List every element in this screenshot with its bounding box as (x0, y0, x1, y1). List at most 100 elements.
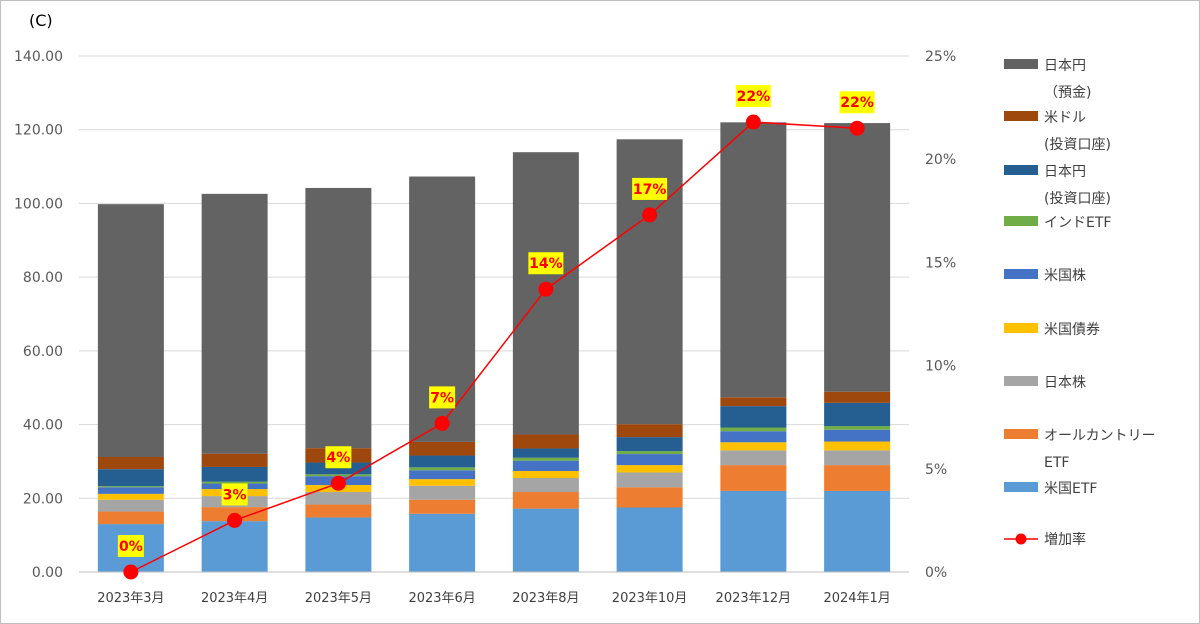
legend-label: オールカントリー (1044, 428, 1156, 444)
bar-segment (720, 406, 787, 428)
y-axis-right: 0% 5% 10% 15% 20% 25% (925, 49, 956, 581)
bar-segment (824, 426, 891, 430)
legend-swatch (1004, 323, 1038, 333)
x-tick-label: 2023年5月 (305, 591, 372, 606)
data-label: 4% (326, 450, 350, 466)
growth-rate-point (434, 415, 450, 431)
legend-label: 米国株 (1044, 268, 1086, 284)
growth-rate-point (642, 207, 658, 223)
y2-tick-label: 20% (925, 152, 956, 168)
data-label-box (429, 386, 456, 409)
bar-segment (824, 402, 891, 427)
x-tick-label: 2023年10月 (612, 591, 688, 606)
y2-tick-label: 10% (925, 359, 956, 375)
data-label-box (839, 91, 875, 114)
bar-segment (720, 427, 787, 432)
bar-segment (97, 487, 164, 494)
bar-segment (409, 485, 476, 500)
data-label: 14% (529, 256, 563, 272)
bar-segment (824, 450, 891, 466)
data-label: 3% (223, 487, 247, 503)
bar-segment (409, 513, 476, 572)
bar-segment (97, 486, 164, 488)
x-tick-label: 2023年6月 (408, 591, 475, 606)
y2-tick-label: 15% (925, 255, 956, 271)
legend-label: 日本円 (1044, 164, 1086, 180)
bar-segment (512, 448, 579, 458)
bar-segment (824, 465, 891, 491)
y-tick-label: 100.00 (14, 196, 63, 212)
bar-segment (824, 490, 891, 572)
legend-label: 日本株 (1044, 375, 1086, 391)
bar-segment (720, 490, 787, 572)
bar-segment (720, 431, 787, 443)
bar-segment (305, 187, 372, 449)
bar-segment (201, 453, 268, 467)
bar-segment (616, 454, 683, 466)
y-tick-label: 60.00 (23, 344, 63, 360)
data-label-box (632, 177, 668, 200)
growth-rate-point (538, 281, 554, 297)
data-label: 22% (840, 95, 874, 111)
legend-swatch (1004, 269, 1038, 279)
bar-segment (201, 481, 268, 484)
x-tick-label: 2023年4月 (201, 591, 268, 606)
y-axis-left: 0.00 20.00 40.00 60.00 80.00 100.00 120.00 140.… (14, 49, 63, 581)
data-label-box (528, 252, 564, 275)
bar-segment (512, 492, 579, 509)
growth-rate-point (227, 512, 243, 528)
data-label: 22% (737, 89, 771, 105)
bar-segment (616, 507, 683, 572)
bar-segment (512, 508, 579, 572)
bar-segment (720, 397, 787, 407)
y-tick-label: 140.00 (14, 49, 63, 65)
growth-rate-point (330, 475, 346, 491)
bar-segment (201, 521, 268, 572)
bar-segment (409, 470, 476, 480)
bar-segment (305, 462, 372, 475)
bar-segment (409, 455, 476, 468)
growth-rate-polyline (130, 121, 858, 573)
bar-segment (720, 465, 787, 491)
legend-label: 米ドル (1044, 110, 1086, 126)
legend-label: 増加率 (1044, 531, 1086, 548)
legend-label: 日本円 (1044, 58, 1086, 74)
bar-segment (512, 471, 579, 479)
bar-segment (201, 193, 268, 454)
legend-marker (1015, 533, 1027, 545)
bar-segment (616, 424, 683, 438)
data-label: 7% (430, 390, 454, 406)
legend-swatch (1004, 216, 1038, 226)
x-tick-label: 2023年8月 (512, 591, 579, 606)
growth-rate-point (849, 120, 865, 136)
x-tick-label: 2023年3月 (97, 591, 164, 606)
data-label-box (221, 483, 248, 506)
growth-rate-point (123, 564, 139, 580)
data-label: 17% (633, 182, 667, 198)
y2-tick-label: 25% (925, 49, 956, 65)
bar-segment (409, 441, 476, 456)
unit-label: (C) (29, 11, 53, 30)
legend-swatch (1004, 165, 1038, 175)
data-label: 0% (119, 539, 143, 555)
x-tick-label: 2024年1月 (823, 591, 890, 606)
bar-segment (512, 460, 579, 472)
bar-segment (409, 467, 476, 471)
bar-segment (824, 429, 891, 442)
bar-series (97, 122, 891, 572)
legend-label: ETF (1044, 455, 1069, 471)
data-label-box (325, 446, 352, 469)
bar-segment (720, 450, 787, 466)
bar-segment (305, 474, 372, 477)
bar-segment (616, 451, 683, 455)
y-tick-label: 120.00 (14, 123, 63, 139)
legend-swatch (1004, 429, 1038, 439)
data-label-box (735, 85, 771, 108)
legend-label: インドETF (1044, 215, 1111, 231)
bar-segment (97, 469, 164, 487)
y-tick-label: 0.00 (32, 565, 63, 581)
legend-swatch (1004, 59, 1038, 69)
bar-segment (824, 123, 891, 392)
bar-segment (305, 517, 372, 572)
